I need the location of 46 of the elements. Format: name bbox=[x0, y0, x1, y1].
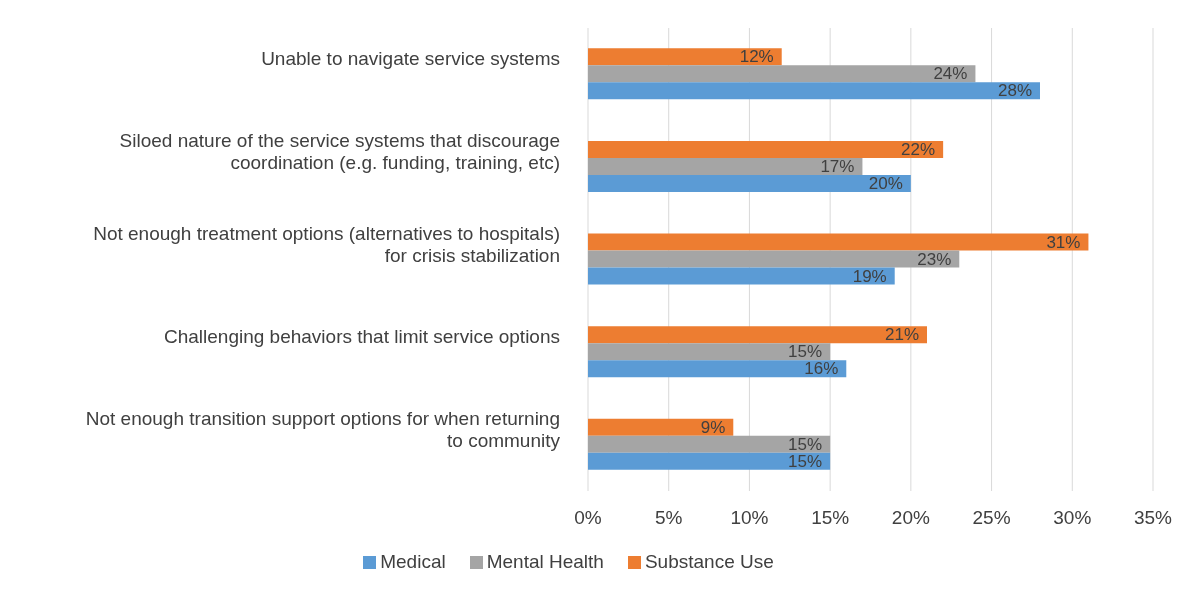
x-tick-label: 10% bbox=[730, 507, 769, 529]
data-label: 20% bbox=[868, 173, 903, 193]
y-tick-label: Not enough transition support options for when returning to community bbox=[85, 407, 561, 451]
data-label: 9% bbox=[700, 417, 726, 437]
bar bbox=[588, 140, 944, 158]
bar bbox=[588, 267, 895, 285]
bar bbox=[588, 360, 847, 378]
data-label: 22% bbox=[901, 139, 936, 159]
data-label: 28% bbox=[997, 81, 1032, 101]
y-tick-label: Siloed nature of the service systems that discourage coordination (e.g. funding, training, etc) bbox=[119, 129, 560, 173]
bar bbox=[588, 418, 734, 436]
x-tick-label: 35% bbox=[1133, 507, 1173, 529]
x-tick-label: 25% bbox=[972, 507, 1011, 529]
data-label: 17% bbox=[820, 156, 855, 176]
data-label: 15% bbox=[788, 451, 823, 471]
y-tick-label: Unable to navigate service systems bbox=[261, 48, 560, 70]
legend-label: Substance Use bbox=[644, 551, 774, 572]
data-label: 15% bbox=[788, 342, 823, 362]
legend-label: Medical bbox=[380, 551, 446, 572]
x-tick-label: 15% bbox=[811, 507, 850, 529]
bar bbox=[588, 343, 831, 361]
bar bbox=[588, 452, 831, 470]
bar bbox=[588, 233, 1089, 251]
data-label: 31% bbox=[1046, 232, 1081, 252]
data-label: 19% bbox=[852, 266, 887, 286]
data-label: 12% bbox=[739, 47, 774, 67]
bar bbox=[588, 250, 960, 268]
data-label: 24% bbox=[933, 64, 968, 84]
bar bbox=[588, 174, 911, 192]
legend-label: Mental Health bbox=[486, 551, 604, 572]
data-label: 23% bbox=[917, 249, 952, 269]
data-label: 21% bbox=[884, 325, 919, 345]
bar bbox=[588, 435, 831, 453]
x-tick-label: 5% bbox=[654, 507, 683, 529]
x-tick-label: 20% bbox=[891, 507, 930, 529]
bar bbox=[588, 65, 976, 83]
bar bbox=[588, 48, 782, 66]
bar bbox=[588, 157, 863, 175]
bar bbox=[588, 82, 1040, 100]
y-tick-label: Challenging behaviors that limit service options bbox=[163, 326, 560, 348]
data-label: 16% bbox=[804, 359, 839, 379]
bar bbox=[588, 326, 927, 344]
data-label: 15% bbox=[788, 434, 823, 454]
x-tick-label: 0% bbox=[574, 507, 602, 529]
y-tick-label: Not enough treatment options (alternatives to hospitals) for crisis stabilization bbox=[93, 222, 560, 266]
x-tick-label: 30% bbox=[1053, 507, 1092, 529]
